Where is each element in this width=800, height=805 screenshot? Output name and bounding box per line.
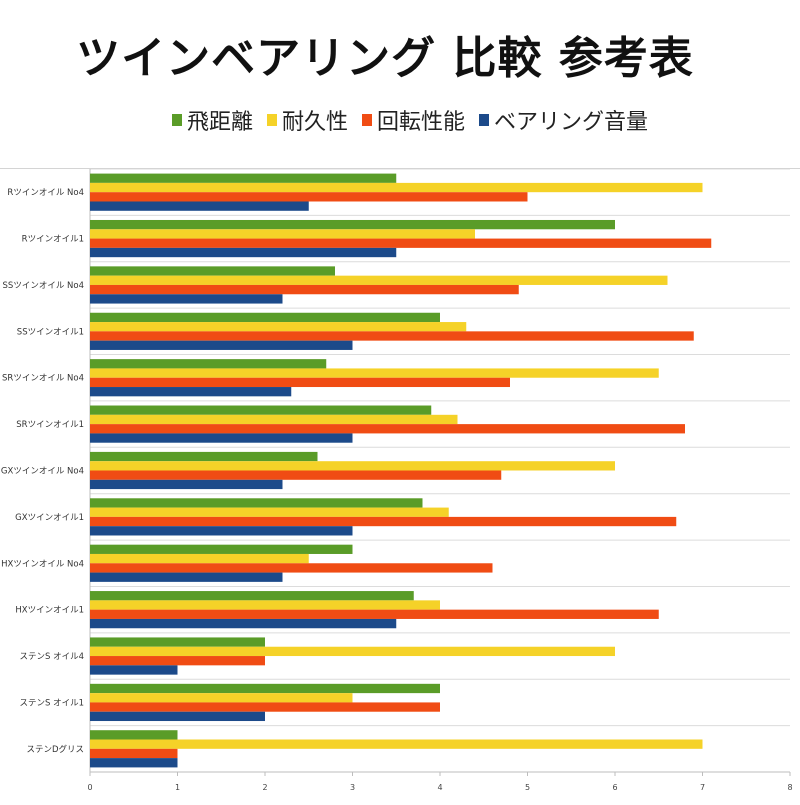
category-label: ステンS オイル4 (19, 652, 84, 662)
legend-item-noise: ベアリング音量 (479, 104, 648, 136)
bar-durability (90, 182, 703, 193)
bar-noise (90, 433, 353, 443)
bar-noise (90, 294, 283, 304)
chart-legend: 飛距離 耐久性 回転性能 ベアリング音量 (0, 104, 800, 136)
bar-noise (90, 572, 283, 582)
chart-frame: Rツインオイル No4 Rツインオイル1 SSツインオイル No4 SSツインオイル1… (0, 168, 800, 801)
category-label: SSツインオイル No4 (3, 281, 84, 291)
bar-durability (90, 600, 440, 610)
bar-rotation (90, 238, 712, 248)
bar-distance (90, 683, 440, 694)
bar-durability (90, 368, 659, 378)
bar-rotation (90, 516, 677, 527)
x-tick-label: 3 (350, 783, 355, 792)
bar-rotation (90, 748, 178, 759)
x-tick-label: 4 (437, 783, 442, 792)
bar-noise (90, 479, 283, 490)
bar-noise (90, 247, 397, 258)
legend-item-distance: 飛距離 (171, 104, 253, 136)
bar-distance (90, 730, 178, 740)
x-tick-label: 7 (700, 783, 705, 792)
legend-label-durability: 耐久性 (281, 110, 348, 135)
category-label: SRツインオイル No4 (2, 374, 84, 384)
bar-distance (90, 405, 432, 415)
bar-durability (90, 646, 615, 657)
bar-rotation (90, 192, 528, 202)
bar-rotation (90, 377, 510, 388)
legend-item-rotation: 回転性能 (362, 104, 465, 136)
bar-rotation (90, 609, 659, 619)
category-label: SSツインオイル1 (17, 327, 84, 337)
category-label: GXツインオイル No4 (1, 467, 84, 477)
bar-noise (90, 665, 178, 675)
legend-item-durability: 耐久性 (266, 104, 348, 136)
legend-label-noise: ベアリング音量 (494, 110, 649, 135)
bar-distance (90, 591, 414, 601)
bar-durability (90, 739, 703, 749)
category-label: ステンS オイル1 (19, 698, 84, 708)
legend-swatch-durability (266, 114, 277, 126)
bar-distance (90, 498, 423, 508)
bar-noise (90, 758, 178, 768)
bar-distance (90, 312, 440, 323)
x-tick-label: 6 (612, 783, 617, 792)
bar-noise (90, 340, 353, 350)
bar-distance (90, 637, 265, 647)
category-label: SRツインオイル1 (16, 420, 84, 430)
bar-durability (90, 414, 458, 425)
bar-distance (90, 266, 335, 276)
bar-rotation (90, 702, 440, 712)
category-label: HXツインオイル No4 (1, 559, 84, 569)
bar-distance (90, 451, 318, 462)
bar-distance (90, 219, 615, 230)
legend-label-distance: 飛距離 (186, 110, 253, 135)
category-label: Rツインオイル No4 (7, 188, 84, 198)
bar-noise (90, 711, 265, 722)
bar-noise (90, 618, 397, 629)
bar-rotation (90, 424, 685, 434)
category-label: ステンDグリス (26, 744, 84, 755)
bar-rotation (90, 656, 265, 666)
category-label: HXツインオイル1 (15, 606, 84, 616)
bar-rotation (90, 284, 519, 295)
legend-label-rotation: 回転性能 (377, 110, 466, 135)
bar-durability (90, 553, 309, 564)
x-tick-label: 2 (262, 783, 267, 792)
bar-noise (90, 387, 292, 397)
legend-swatch-distance (171, 114, 182, 126)
bar-distance (90, 359, 327, 369)
bar-durability (90, 507, 449, 517)
x-tick-label: 1 (175, 783, 180, 792)
bar-noise (90, 526, 353, 536)
bar-distance (90, 173, 397, 183)
bar-durability (90, 322, 467, 332)
legend-swatch-noise (479, 114, 490, 126)
bar-rotation (90, 470, 502, 480)
bar-durability (90, 693, 353, 703)
x-tick-label: 8 (787, 783, 792, 792)
bar-durability (90, 229, 475, 239)
x-tick-label: 5 (525, 783, 530, 792)
bar-durability (90, 461, 615, 471)
bar-chart: Rツインオイル No4 Rツインオイル1 SSツインオイル No4 SSツインオイル1… (1, 168, 793, 792)
x-tick-label: 0 (87, 783, 92, 792)
category-label: GXツインオイル1 (15, 513, 84, 523)
legend-swatch-rotation (362, 114, 372, 126)
category-label: Rツインオイル1 (22, 235, 84, 245)
bar-noise (90, 201, 309, 211)
chart-title: ツインベアリング 比較 参考表 (76, 33, 694, 84)
bar-distance (90, 544, 353, 554)
bar-rotation (90, 331, 694, 341)
bar-durability (90, 275, 668, 285)
bar-rotation (90, 563, 493, 573)
